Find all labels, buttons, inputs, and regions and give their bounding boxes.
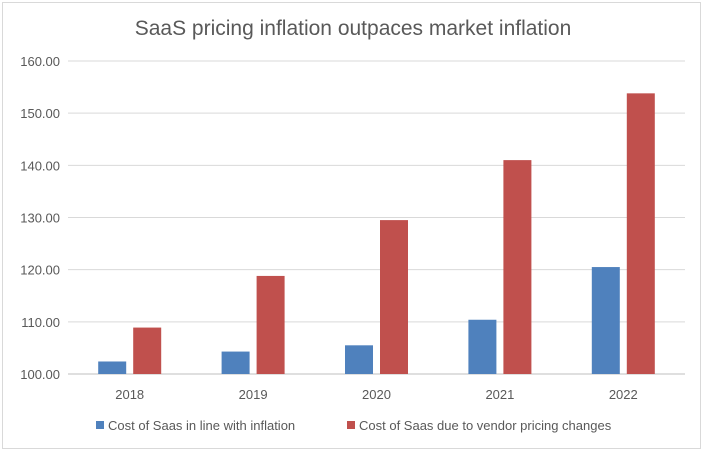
legend-label-inflation: Cost of Saas in line with inflation: [108, 418, 295, 433]
bar-inflation-2019: [221, 351, 250, 374]
y-tick-label: 100.00: [20, 367, 60, 382]
bar-inflation-2020: [345, 345, 373, 374]
bar-vendor-pricing-2020: [380, 220, 408, 374]
bar-inflation-2018: [98, 361, 127, 374]
y-tick-label: 120.00: [20, 263, 60, 278]
y-tick-label: 110.00: [21, 315, 60, 330]
y-tick-label: 130.00: [20, 211, 60, 226]
bar-vendor-pricing-2022: [626, 93, 655, 375]
x-tick-label: 2021: [485, 387, 514, 402]
bars: [98, 93, 655, 375]
bar-vendor-pricing-2019: [256, 275, 285, 374]
legend-swatch-vendor-pricing: [347, 421, 355, 429]
chart-title: SaaS pricing inflation outpaces market i…: [135, 17, 572, 40]
y-tick-label: 150.00: [20, 106, 60, 121]
x-axis: 2018 2019 2020 2021 2022: [115, 387, 638, 402]
bar-inflation-2022: [591, 267, 620, 374]
x-tick-label: 2018: [115, 387, 144, 402]
legend: Cost of Saas in line with inflation Cost…: [96, 418, 612, 433]
y-tick-label: 140.00: [20, 158, 60, 173]
bar-inflation-2021: [468, 319, 497, 374]
y-tick-label: 160.00: [20, 54, 60, 69]
bar-vendor-pricing-2018: [133, 327, 162, 374]
x-tick-label: 2022: [609, 387, 638, 402]
gridlines: [68, 60, 685, 375]
x-tick-label: 2020: [362, 387, 391, 402]
legend-label-vendor-pricing: Cost of Saas due to vendor pricing chang…: [359, 418, 612, 433]
y-axis: 100.00 110.00 120.00 130.00 140.00 150.00 160.…: [20, 54, 60, 382]
x-tick-label: 2019: [239, 387, 268, 402]
legend-swatch-inflation: [96, 421, 104, 429]
bar-vendor-pricing-2021: [503, 160, 532, 374]
